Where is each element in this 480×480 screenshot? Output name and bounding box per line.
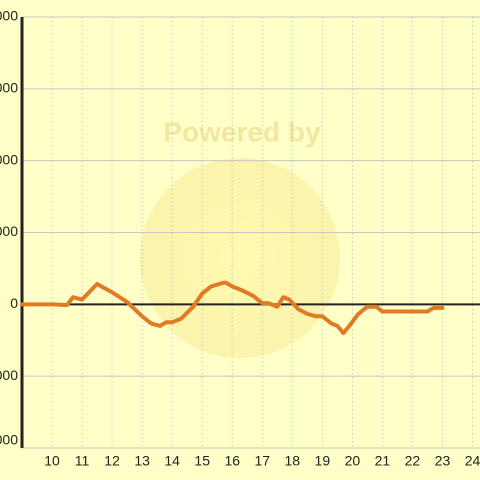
y-tick-label: 6,000 [0, 151, 18, 167]
x-tick-label: 14 [164, 453, 180, 469]
x-tick-label: 11 [75, 453, 90, 469]
x-tick-label: 19 [315, 453, 331, 469]
y-tick-label: -3,000 [0, 367, 18, 383]
x-tick-label: 13 [134, 453, 150, 469]
x-tick-label: 16 [224, 453, 240, 469]
y-tick-label: -6,000 [0, 432, 18, 448]
x-tick-label: 24 [465, 453, 480, 469]
y-tick-label: 3,000 [0, 223, 18, 239]
x-tick-label: 10 [44, 453, 60, 469]
x-tick-label: 18 [285, 453, 301, 469]
y-tick-label: 0 [10, 295, 18, 311]
x-tick-label: 21 [375, 453, 391, 469]
x-tick-label: 22 [405, 453, 421, 469]
y-tick-label: 9,000 [0, 80, 18, 96]
x-tick-label: 12 [104, 453, 120, 469]
x-tick-label: 17 [254, 453, 270, 469]
x-tick-label: 15 [194, 453, 210, 469]
x-tick-label: 23 [435, 453, 451, 469]
watermark: Powered by [163, 116, 321, 147]
watermark-logo [140, 158, 340, 358]
line-series [20, 280, 445, 336]
y-tick-label: 12,000 [0, 8, 18, 24]
x-tick-label: 20 [345, 453, 361, 469]
